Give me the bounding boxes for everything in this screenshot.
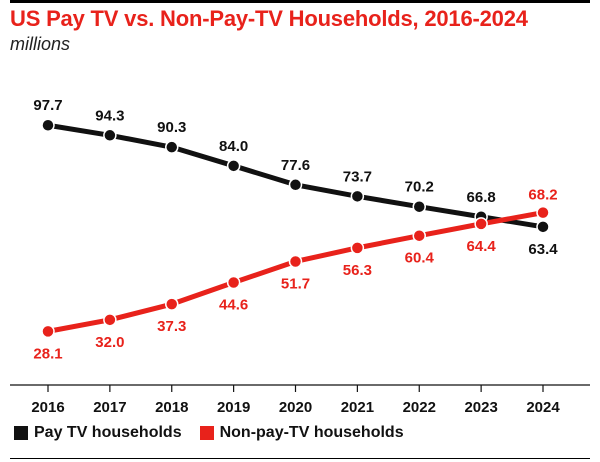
data-point-pay-tv [165,140,179,154]
data-point-pay-tv [412,199,426,214]
data-label-pay-tv: 66.8 [467,189,496,206]
data-label-pay-tv: 97.7 [33,97,62,114]
data-point-pay-tv [226,159,241,173]
data-label-pay-tv: 90.3 [157,119,186,136]
legend-label-non-pay-tv: Non-pay-TV households [219,424,404,441]
data-point-pay-tv [536,220,550,234]
data-label-non-pay-tv: 64.4 [467,238,497,255]
series-line-non-pay-tv [45,210,546,334]
data-label-pay-tv: 77.6 [281,157,310,174]
bottom-rule [10,458,590,459]
data-label-non-pay-tv: 68.2 [528,187,557,204]
data-label-non-pay-tv: 60.4 [405,250,435,267]
data-point-non-pay-tv [165,297,179,311]
data-label-pay-tv: 63.4 [528,241,558,258]
x-tick-label: 2019 [217,399,250,416]
legend-label-pay-tv: Pay TV households [34,424,182,441]
data-label-non-pay-tv: 44.6 [219,297,248,314]
chart-subtitle: millions [10,34,71,54]
data-label-pay-tv: 70.2 [405,179,434,196]
x-tick-label: 2018 [155,399,188,416]
x-tick-label: 2024 [526,399,560,416]
data-label-pay-tv: 73.7 [343,168,372,185]
data-point-non-pay-tv [103,313,117,327]
x-tick-label: 2021 [341,399,374,416]
data-label-non-pay-tv: 37.3 [157,318,186,335]
x-tick-label: 2023 [464,399,497,416]
data-point-pay-tv [103,128,117,143]
series-line-pay-tv [45,122,546,230]
data-point-non-pay-tv [41,324,55,339]
data-point-pay-tv [288,178,303,192]
data-label-non-pay-tv: 51.7 [281,275,310,292]
data-point-non-pay-tv [412,228,426,243]
data-label-non-pay-tv: 32.0 [95,334,124,351]
data-point-non-pay-tv [536,205,550,220]
legend-item-pay-tv: Pay TV households [14,424,182,442]
data-point-pay-tv [350,189,365,204]
data-point-non-pay-tv [474,217,488,231]
data-point-non-pay-tv [226,275,241,290]
legend-swatch-non-pay-tv [199,426,214,440]
data-point-pay-tv [41,118,55,132]
x-tick-label: 2022 [403,399,436,416]
data-label-non-pay-tv: 56.3 [343,262,372,279]
legend-item-non-pay-tv: Non-pay-TV households [199,424,404,442]
legend: Pay TV households Non-pay-TV households [14,424,422,442]
x-tick-label: 2020 [279,399,312,416]
data-point-non-pay-tv [288,254,303,269]
x-tick-label: 2016 [31,399,64,416]
x-tick-label: 2017 [93,399,126,416]
data-label-pay-tv: 84.0 [219,138,248,155]
legend-swatch-pay-tv [14,426,28,440]
data-label-pay-tv: 94.3 [95,107,124,124]
top-rule [10,0,590,3]
data-point-non-pay-tv [350,241,365,255]
data-label-non-pay-tv: 28.1 [33,345,62,362]
chart-title: US Pay TV vs. Non-Pay-TV Households, 201… [10,6,528,31]
